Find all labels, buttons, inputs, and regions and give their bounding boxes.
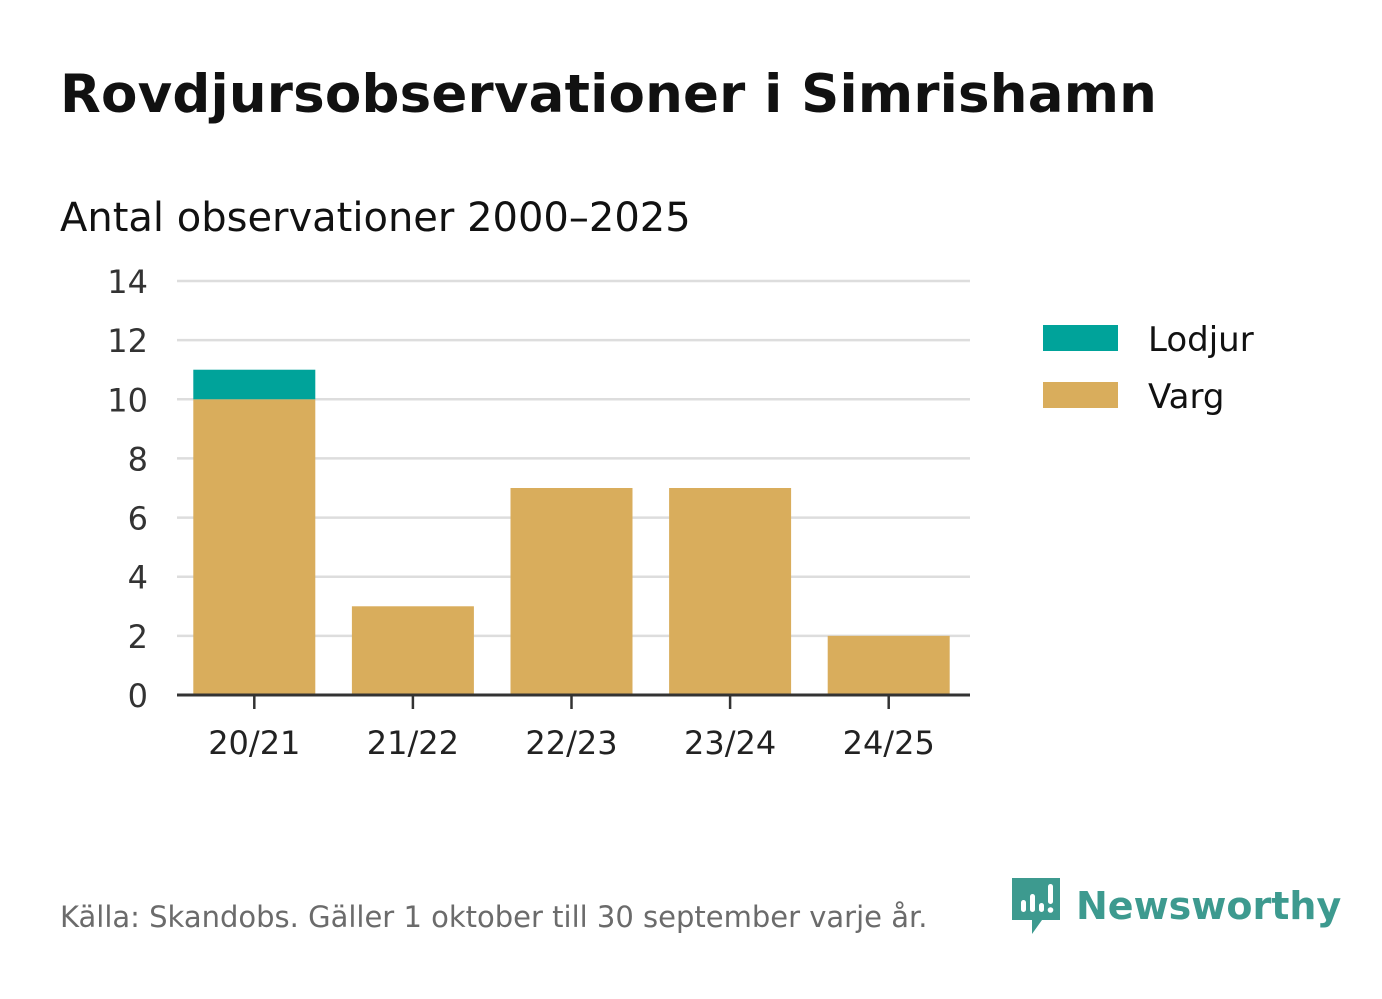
bar-varg-20-21 <box>193 399 316 695</box>
source-note: Källa: Skandobs. Gäller 1 oktober till 3… <box>60 900 928 934</box>
x-tick-label: 22/23 <box>525 724 617 762</box>
y-tick-label: 2 <box>128 618 148 656</box>
chart-subtitle: Antal observationer 2000–2025 <box>60 195 691 241</box>
y-tick-label: 6 <box>128 500 148 538</box>
x-tick-label: 21/22 <box>367 724 459 762</box>
y-tick-label: 0 <box>128 677 148 715</box>
bar-varg-24-25 <box>827 635 950 695</box>
x-tick-label: 20/21 <box>208 724 300 762</box>
bar-varg-22-23 <box>510 488 633 695</box>
chart-title: Rovdjursobservationer i Simrishamn <box>60 64 1158 125</box>
bars <box>193 369 950 695</box>
y-tick-label: 8 <box>128 440 148 478</box>
bar-varg-21-22 <box>351 606 474 695</box>
y-tick-label: 4 <box>128 559 148 597</box>
y-tick-label: 12 <box>107 322 148 360</box>
bar-lodjur-20-21 <box>193 369 316 400</box>
brand-logo[interactable]: Newsworthy <box>1010 876 1341 936</box>
y-axis-ticks: 0 2 4 6 8 10 12 14 <box>107 263 148 715</box>
bar-varg-23-24 <box>669 488 792 695</box>
brand-name: Newsworthy <box>1076 884 1342 928</box>
y-tick-label: 14 <box>107 263 148 301</box>
legend-swatch-lodjur <box>1043 325 1118 351</box>
legend-label-varg: Varg <box>1148 377 1224 417</box>
x-axis-ticks: 20/21 21/22 22/23 23/24 24/25 <box>208 695 935 762</box>
y-tick-label: 10 <box>107 381 148 419</box>
newsworthy-logo-icon <box>1012 878 1060 934</box>
x-tick-label: 23/24 <box>684 724 776 762</box>
legend: Lodjur Varg <box>1043 320 1254 417</box>
legend-swatch-varg <box>1043 382 1118 408</box>
legend-label-lodjur: Lodjur <box>1148 320 1254 360</box>
x-tick-label: 24/25 <box>843 724 935 762</box>
